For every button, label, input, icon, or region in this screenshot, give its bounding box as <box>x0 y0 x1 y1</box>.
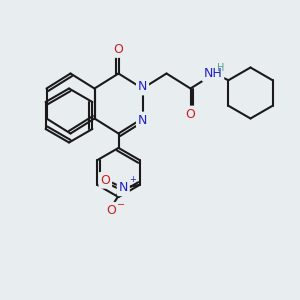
Text: NH: NH <box>204 67 222 80</box>
Text: O: O <box>186 107 195 121</box>
Text: N: N <box>138 113 147 127</box>
Text: −: − <box>117 200 125 210</box>
Text: H: H <box>218 63 225 73</box>
Text: N: N <box>138 80 147 94</box>
Text: O: O <box>106 204 116 217</box>
Text: +: + <box>129 175 136 184</box>
Text: O: O <box>100 174 110 187</box>
Text: N: N <box>118 181 128 194</box>
Text: O: O <box>114 43 123 56</box>
